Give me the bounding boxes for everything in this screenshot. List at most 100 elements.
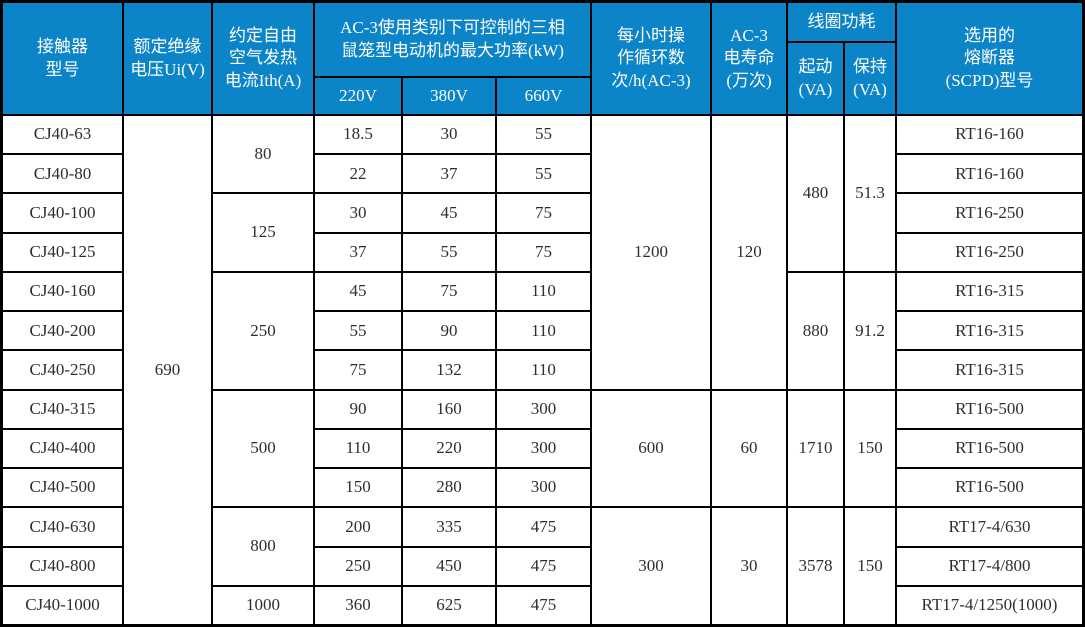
kw220-r12: 250 [315, 547, 401, 585]
header-ac3-max-power: AC-3使用类别下可控制的三相 鼠笼型电动机的最大功率(kW) [315, 3, 590, 76]
ith-1000: 1000 [213, 586, 313, 624]
fuse-r11: RT17-4/630 [897, 508, 1082, 546]
model-cj40-125: CJ40-125 [3, 233, 122, 271]
model-cj40-63: CJ40-63 [3, 116, 122, 154]
model-cj40-250: CJ40-250 [3, 351, 122, 389]
model-cj40-160: CJ40-160 [3, 272, 122, 311]
header-coil-holding-va: 保持 (VA) [845, 43, 895, 114]
kw380-r7: 132 [403, 351, 495, 389]
model-cj40-400: CJ40-400 [3, 429, 122, 468]
kw660-r1: 55 [497, 116, 590, 154]
coil-hold-51-3: 51.3 [845, 116, 895, 271]
header-ac3-electrical-life: AC-3 电寿命 (万次) [712, 3, 786, 114]
life-60: 60 [712, 390, 786, 507]
kw660-r4: 75 [497, 233, 590, 271]
kw660-r13: 475 [497, 586, 590, 624]
fuse-r10: RT16-500 [897, 469, 1082, 507]
fuse-r12: RT17-4/800 [897, 547, 1082, 585]
kw380-r2: 37 [403, 155, 495, 193]
kw660-r7: 110 [497, 351, 590, 389]
fuse-r5: RT16-315 [897, 272, 1082, 311]
kw380-r4: 55 [403, 233, 495, 271]
fuse-r8: RT16-500 [897, 390, 1082, 428]
model-cj40-1000: CJ40-1000 [3, 586, 122, 624]
fuse-r13: RT17-4/1250(1000) [897, 586, 1082, 624]
fuse-r2: RT16-160 [897, 155, 1082, 193]
kw220-r3: 30 [315, 194, 401, 232]
kw380-r5: 75 [403, 272, 495, 311]
fuse-r3: RT16-250 [897, 194, 1082, 232]
kw220-r2: 22 [315, 155, 401, 193]
kw380-r13: 625 [403, 586, 495, 624]
kw660-r10: 300 [497, 469, 590, 507]
ith-500: 500 [213, 390, 313, 507]
header-fuse-scpd-type: 选用的 熔断器 (SCPD)型号 [897, 3, 1082, 114]
life-120: 120 [712, 116, 786, 389]
header-660v: 660V [497, 78, 590, 114]
kw380-r6: 90 [403, 312, 495, 350]
kw220-r5: 45 [315, 272, 401, 311]
header-contactor-model: 接触器 型号 [3, 3, 122, 114]
kw220-r6: 55 [315, 312, 401, 350]
kw660-r11: 475 [497, 508, 590, 546]
ith-250: 250 [213, 272, 313, 389]
kw660-r6: 110 [497, 312, 590, 350]
fuse-r6: RT16-315 [897, 312, 1082, 350]
coil-hold-150b: 150 [845, 508, 895, 624]
kw380-r3: 45 [403, 194, 495, 232]
coil-start-1710: 1710 [788, 390, 843, 507]
kw380-r12: 450 [403, 547, 495, 585]
kw220-r8: 90 [315, 390, 401, 428]
kw220-r7: 75 [315, 351, 401, 389]
model-cj40-100: CJ40-100 [3, 194, 122, 232]
kw380-r9: 220 [403, 429, 495, 468]
cycles-600: 600 [592, 390, 710, 507]
ith-80: 80 [213, 116, 313, 193]
kw220-r4: 37 [315, 233, 401, 271]
model-cj40-800: CJ40-800 [3, 547, 122, 585]
kw220-r1: 18.5 [315, 116, 401, 154]
model-cj40-315: CJ40-315 [3, 390, 122, 428]
fuse-r1: RT16-160 [897, 116, 1082, 154]
kw380-r11: 335 [403, 508, 495, 546]
model-cj40-500: CJ40-500 [3, 469, 122, 507]
kw380-r8: 160 [403, 390, 495, 428]
cycles-300: 300 [592, 508, 710, 624]
kw380-r10: 280 [403, 469, 495, 507]
kw660-r2: 55 [497, 155, 590, 193]
model-cj40-630: CJ40-630 [3, 508, 122, 546]
header-220v: 220V [315, 78, 401, 114]
kw660-r5: 110 [497, 272, 590, 311]
coil-hold-91-2: 91.2 [845, 272, 895, 389]
life-30: 30 [712, 508, 786, 624]
header-380v: 380V [403, 78, 495, 114]
fuse-r4: RT16-250 [897, 233, 1082, 271]
cycles-1200: 1200 [592, 116, 710, 389]
kw220-r11: 200 [315, 508, 401, 546]
header-conventional-thermal-current: 约定自由 空气发热 电流Ith(A) [213, 3, 313, 114]
coil-start-880: 880 [788, 272, 843, 389]
kw220-r9: 110 [315, 429, 401, 468]
fuse-r9: RT16-500 [897, 429, 1082, 468]
kw660-r9: 300 [497, 429, 590, 468]
model-cj40-80: CJ40-80 [3, 155, 122, 193]
header-rated-insulation-voltage: 额定绝缘 电压Ui(V) [124, 3, 211, 114]
kw660-r3: 75 [497, 194, 590, 232]
header-operating-cycles-per-hour: 每小时操 作循环数 次/h(AC-3) [592, 3, 710, 114]
ith-800: 800 [213, 508, 313, 585]
kw380-r1: 30 [403, 116, 495, 154]
kw220-r13: 360 [315, 586, 401, 624]
coil-start-480: 480 [788, 116, 843, 271]
kw220-r10: 150 [315, 469, 401, 507]
coil-hold-150a: 150 [845, 390, 895, 507]
coil-start-3578: 3578 [788, 508, 843, 624]
fuse-r7: RT16-315 [897, 351, 1082, 389]
ith-125: 125 [213, 194, 313, 271]
kw660-r12: 475 [497, 547, 590, 585]
model-cj40-200: CJ40-200 [3, 312, 122, 350]
header-coil-power-consumption: 线圈功耗 [788, 3, 895, 41]
header-coil-starting-va: 起动 (VA) [788, 43, 843, 114]
kw660-r8: 300 [497, 390, 590, 428]
rated-voltage-690: 690 [124, 116, 211, 624]
